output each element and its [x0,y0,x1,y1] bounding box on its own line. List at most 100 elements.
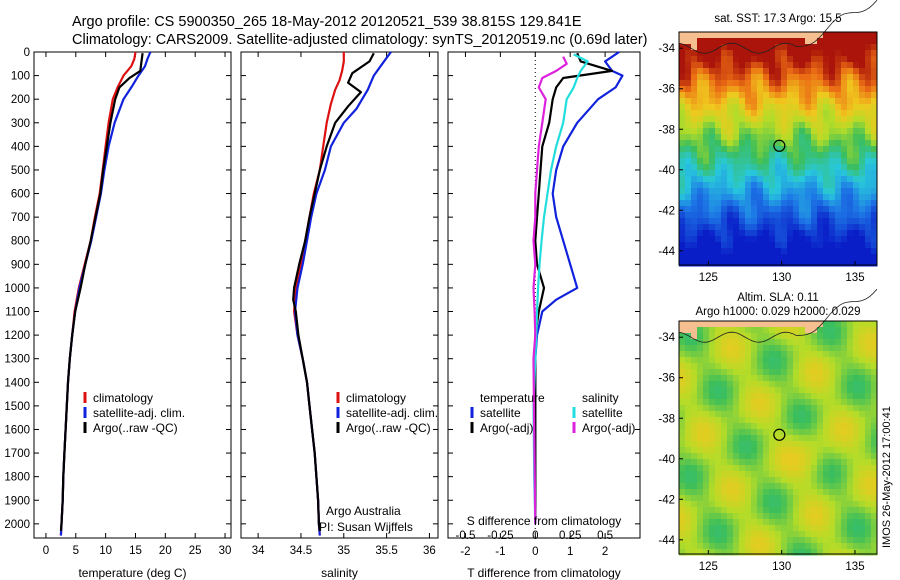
map-cell [799,254,806,261]
map-cell [781,230,788,237]
map-cell [685,483,692,490]
map-cell [685,38,692,45]
map-cell [757,212,764,219]
map-cell [685,146,692,153]
x-tick-label: 34 [252,545,265,557]
map-cell [853,86,860,93]
map-cell [697,86,704,93]
map-cell [739,423,746,430]
x-axis-label: salinity [321,566,358,580]
map-cell [703,80,710,87]
map-cell [769,254,776,261]
map-cell [787,549,794,556]
map-cell [811,122,818,129]
map-cell [769,453,776,460]
map-cell [739,224,746,231]
map-cell [805,206,812,213]
map-cell [811,128,818,135]
map-cell [853,50,860,57]
map-cell [709,128,716,135]
map-cell [793,254,800,261]
map-cell [703,519,710,526]
map-cell [781,405,788,412]
map-cell [739,170,746,177]
map-cell [781,519,788,526]
map-cell [829,483,836,490]
map-cell [679,513,686,520]
map-cell [739,182,746,189]
map-cell [715,62,722,69]
map-cell [835,489,842,496]
map-cell [727,236,734,243]
map-cell [757,224,764,231]
map-cell [787,327,794,334]
map-cell [703,525,710,532]
map-cell [709,513,716,520]
map-cell [853,62,860,69]
map-cell [799,68,806,75]
map-cell [685,224,692,231]
map-cell [757,423,764,430]
map-cell [853,357,860,364]
map-cell [811,345,818,352]
map-cell [811,98,818,105]
map-cell [823,399,830,406]
map-cell [685,152,692,159]
map-cell [817,345,824,352]
map-cell [751,260,758,267]
map-cell [727,248,734,255]
map-cell [709,104,716,111]
map-cell [691,152,698,159]
map-cell [757,242,764,249]
map-cell [841,405,848,412]
map-cell [739,477,746,484]
map-cell [859,477,866,484]
map-cell [853,375,860,382]
map-cell [847,44,854,51]
map-cell [697,236,704,243]
map-cell [775,501,782,508]
map-cell [709,471,716,478]
map-cell [841,537,848,544]
map-cell [823,471,830,478]
map-cell [829,345,836,352]
map-cell [823,441,830,448]
map-cell [865,351,872,358]
map-cell [769,339,776,346]
map-cell [679,459,686,466]
map-cell [745,104,752,111]
map-cell [865,194,872,201]
map-cell [703,447,710,454]
map-cell [703,375,710,382]
map-cell [685,471,692,478]
map-cell [823,519,830,526]
map-cell [709,507,716,514]
map-cell [805,56,812,63]
map-cell [769,483,776,490]
map-cell [745,98,752,105]
map-cell [775,164,782,171]
map-cell [799,495,806,502]
map-cell [865,188,872,195]
map-cell [721,188,728,195]
map-cell [727,242,734,249]
map-cell [697,206,704,213]
map-cell [745,369,752,376]
map-cell [775,369,782,376]
map-cell [769,236,776,243]
map-cell [679,212,686,219]
map-cell [805,477,812,484]
map-cell [745,549,752,556]
map-cell [871,351,878,358]
map-cell [871,236,878,243]
map-cell [703,230,710,237]
x-tick-label-s: -0.5 [456,530,476,542]
map-cell [829,507,836,514]
map-cell [763,134,770,141]
map-cell [703,62,710,69]
map-cell [865,489,872,496]
map-cell [835,417,842,424]
map-cell [697,447,704,454]
map-cell [865,501,872,508]
map-cell [715,357,722,364]
